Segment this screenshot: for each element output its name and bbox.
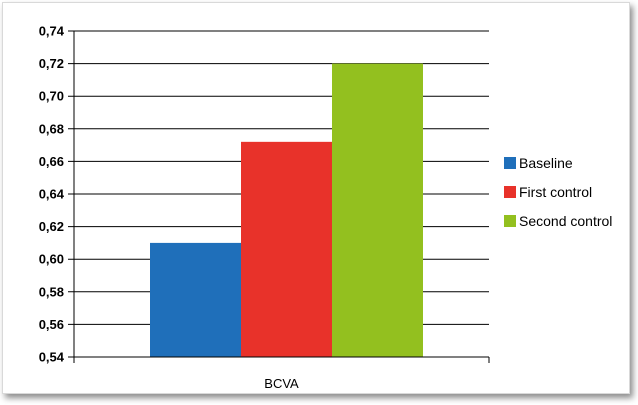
x-category-label: BCVA [264, 376, 299, 391]
y-tick-label: 0,56 [39, 317, 64, 332]
x-axis-categories: BCVA [264, 376, 299, 391]
legend-swatch [504, 186, 516, 198]
bar-second-control [332, 63, 423, 357]
y-tick-label: 0,74 [39, 24, 65, 39]
y-tick-label: 0,70 [39, 89, 64, 104]
axes [73, 31, 490, 363]
bars [150, 63, 423, 357]
legend-swatch [504, 157, 516, 169]
y-tick-label: 0,68 [39, 121, 64, 136]
y-tick-label: 0,72 [39, 56, 64, 71]
y-tick-label: 0,58 [39, 284, 64, 299]
legend-label: Second control [519, 213, 612, 229]
bar-first-control [241, 141, 332, 357]
bar-baseline [150, 242, 241, 357]
y-tick-label: 0,66 [39, 154, 64, 169]
y-axis-ticks: 0,54 0,56 0,58 0,60 0,62 0,64 0,66 0,68 0,70 0,72… [39, 24, 65, 365]
y-tick-label: 0,62 [39, 219, 64, 234]
legend-swatch [504, 215, 516, 227]
chart-frame: 0,54 0,56 0,58 0,60 0,62 0,64 0,66 0,68 0,70 0,72… [2, 2, 630, 394]
legend-label: Baseline [519, 155, 573, 171]
y-tick-label: 0,64 [39, 187, 65, 202]
y-tick-label: 0,54 [39, 350, 65, 365]
y-tick-label: 0,60 [39, 252, 64, 267]
legend: Baseline First control Second control [504, 155, 612, 229]
legend-label: First control [519, 184, 592, 200]
bar-chart: 0,54 0,56 0,58 0,60 0,62 0,64 0,66 0,68 0,70 0,72… [39, 24, 613, 392]
